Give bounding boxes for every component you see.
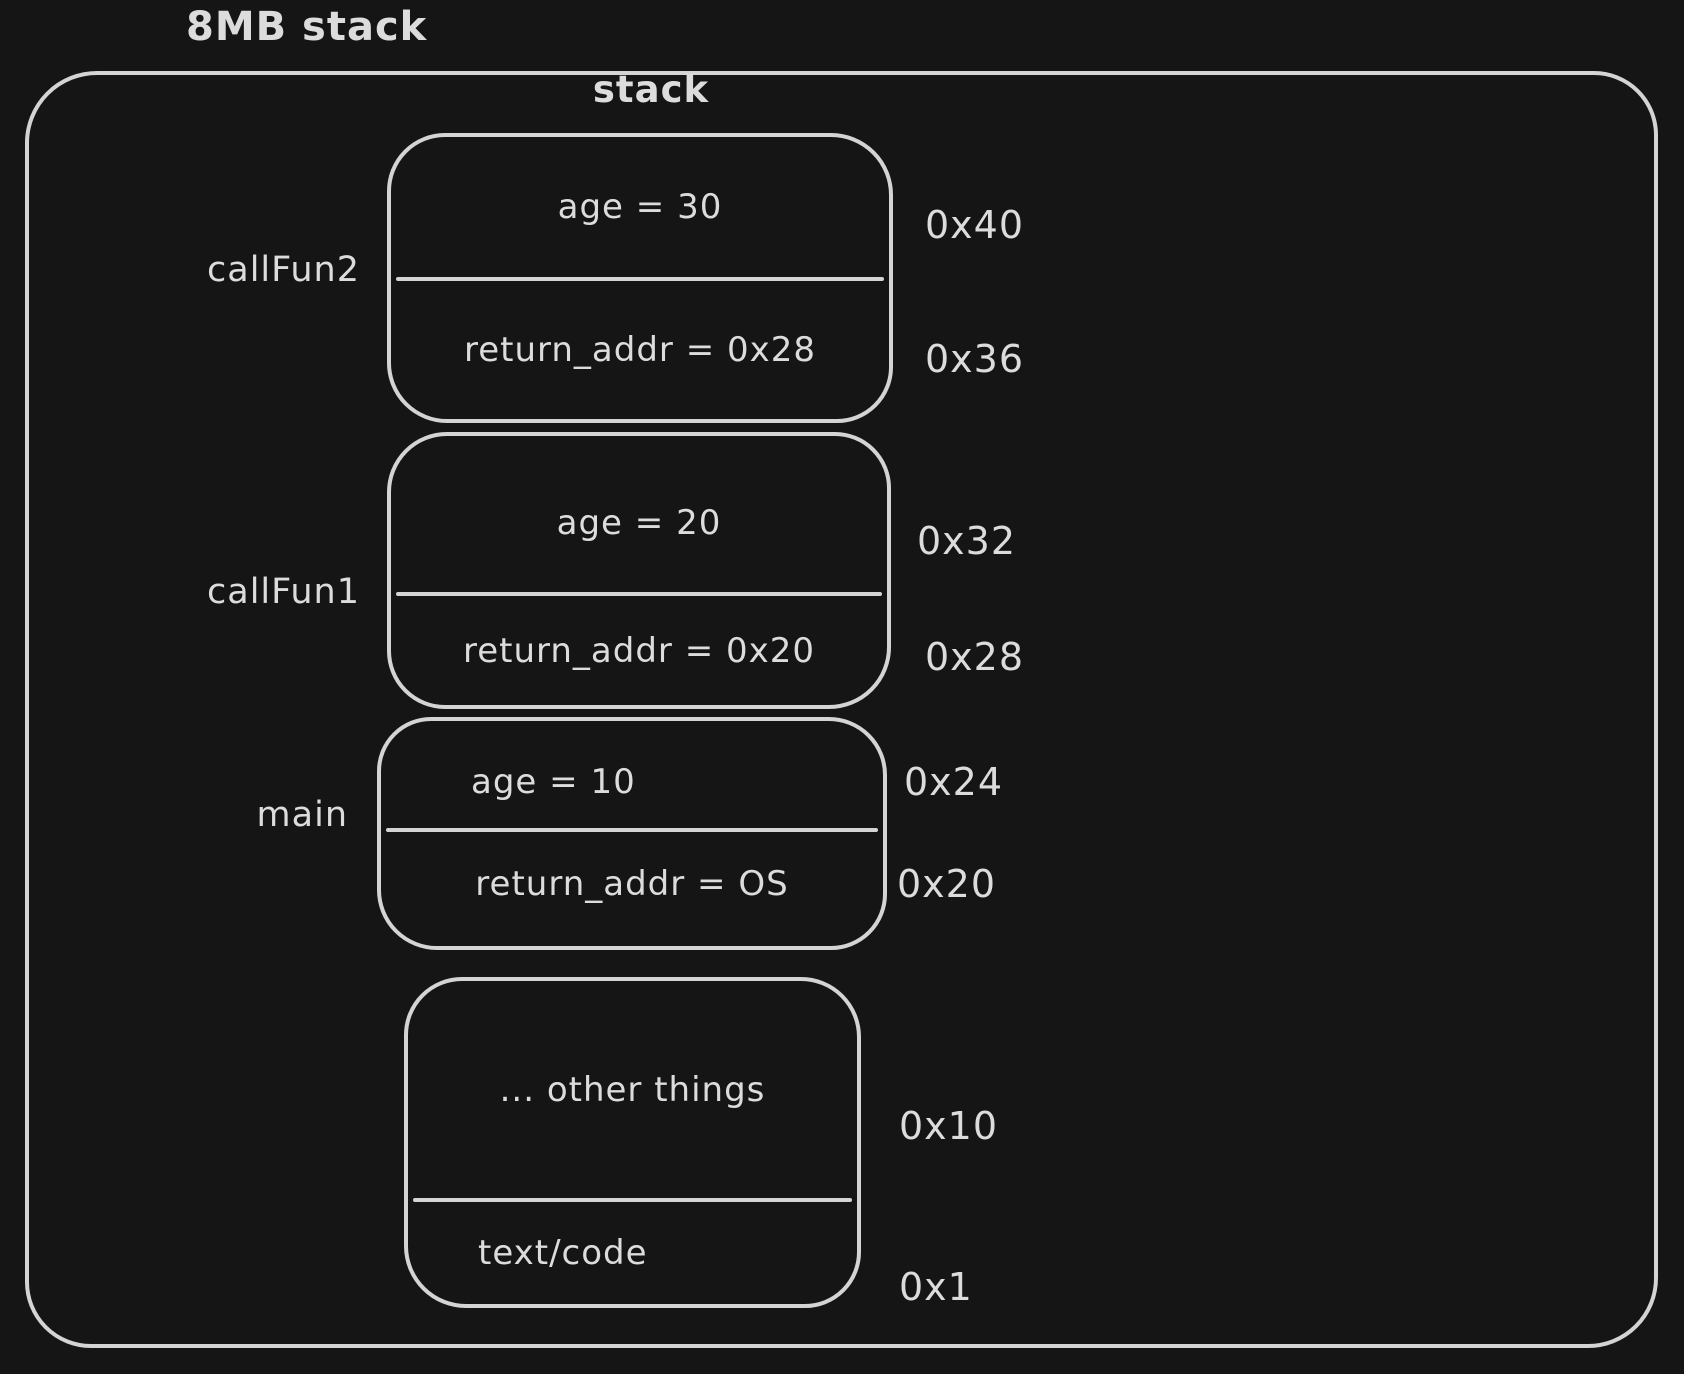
address-label: 0x24 <box>904 760 1004 804</box>
frame-label-callfun1: callFun1 <box>207 572 360 612</box>
frame-divider <box>413 1198 852 1202</box>
frame-variable-cell: age = 10 <box>471 761 636 802</box>
stack-frame-callfun2: age = 30 return_addr = 0x28 <box>387 133 893 423</box>
frame-divider <box>386 828 878 832</box>
stack-frame-other: ... other things text/code <box>404 977 861 1308</box>
diagram-title: 8MB stack <box>186 4 428 50</box>
stack-frame-main: age = 10 return_addr = OS <box>377 717 887 950</box>
stack-frame-callfun1: age = 20 return_addr = 0x20 <box>387 432 891 709</box>
address-label: 0x1 <box>899 1265 973 1309</box>
frame-variable-cell: age = 30 <box>557 187 723 227</box>
frame-divider <box>396 592 882 596</box>
frame-text-code-cell: text/code <box>478 1233 648 1273</box>
address-label: 0x10 <box>899 1104 999 1148</box>
frame-divider <box>396 277 884 281</box>
frame-return-addr-cell: return_addr = OS <box>475 864 789 904</box>
frame-return-addr-cell: return_addr = 0x20 <box>462 630 816 671</box>
frame-other-things-cell: ... other things <box>499 1069 766 1110</box>
frame-return-addr-cell: return_addr = 0x28 <box>463 330 817 370</box>
address-label: 0x28 <box>925 635 1025 679</box>
address-label: 0x36 <box>925 337 1025 381</box>
address-label: 0x32 <box>917 519 1017 563</box>
address-label: 0x40 <box>925 203 1025 247</box>
stack-region-label: stack <box>592 68 710 111</box>
memory-region-box <box>25 71 1658 1348</box>
frame-label-callfun2: callFun2 <box>207 250 360 290</box>
frame-label-main: main <box>256 795 348 835</box>
frame-variable-cell: age = 20 <box>556 503 722 543</box>
address-label: 0x20 <box>897 862 997 906</box>
